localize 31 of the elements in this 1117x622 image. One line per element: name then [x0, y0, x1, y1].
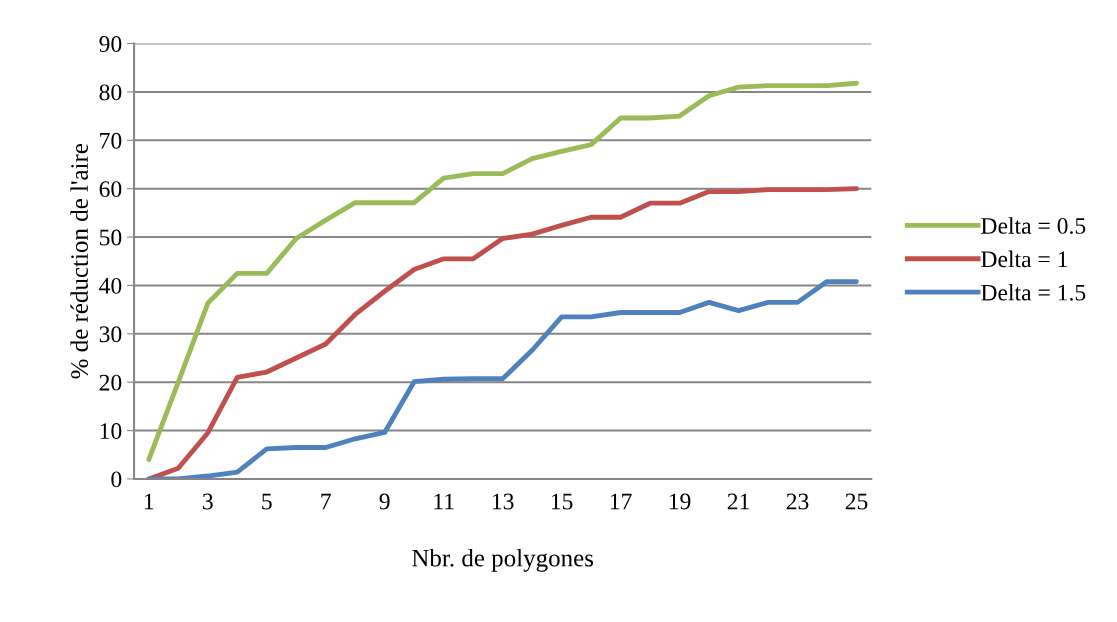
line-series — [146, 80, 859, 463]
x-axis-title: Nbr. de polygones — [412, 548, 594, 572]
y-tick-label: 20 — [99, 374, 122, 391]
x-tick-label: 3 — [202, 493, 213, 510]
y-axis-title: % de réduction de l'aire — [70, 143, 89, 379]
legend-label: Delta = 1 — [981, 250, 1068, 268]
y-tick-label: 90 — [99, 36, 122, 52]
x-tick-label: 25 — [845, 493, 868, 510]
legend-label: Delta = 1.5 — [981, 283, 1086, 301]
y-tick-label: 80 — [99, 84, 122, 101]
line-series — [146, 279, 859, 479]
x-tick-label: 1 — [144, 493, 154, 510]
y-tick-label: 30 — [99, 326, 122, 343]
y-tick-label: 0 — [111, 471, 122, 488]
x-tick-label: 9 — [379, 493, 390, 510]
x-tick-label: 19 — [669, 493, 691, 510]
x-tick-label: 5 — [262, 493, 272, 510]
x-tick-label: 7 — [321, 493, 331, 510]
y-tick-label: 70 — [100, 132, 122, 149]
y-tick-label: 40 — [99, 277, 122, 294]
x-tick-label: 11 — [434, 493, 454, 510]
legend-label: Delta = 0.5 — [981, 217, 1086, 234]
x-tick-label: 23 — [786, 493, 809, 510]
y-tick-label: 10 — [100, 423, 122, 439]
line-series — [146, 186, 859, 479]
y-tick-label: 50 — [100, 229, 122, 246]
x-tick-label: 21 — [727, 493, 749, 510]
y-tick-label: 60 — [99, 181, 122, 198]
x-tick-label: 17 — [610, 493, 632, 510]
x-tick-label: 15 — [551, 493, 573, 510]
x-tick-label: 13 — [492, 493, 514, 510]
